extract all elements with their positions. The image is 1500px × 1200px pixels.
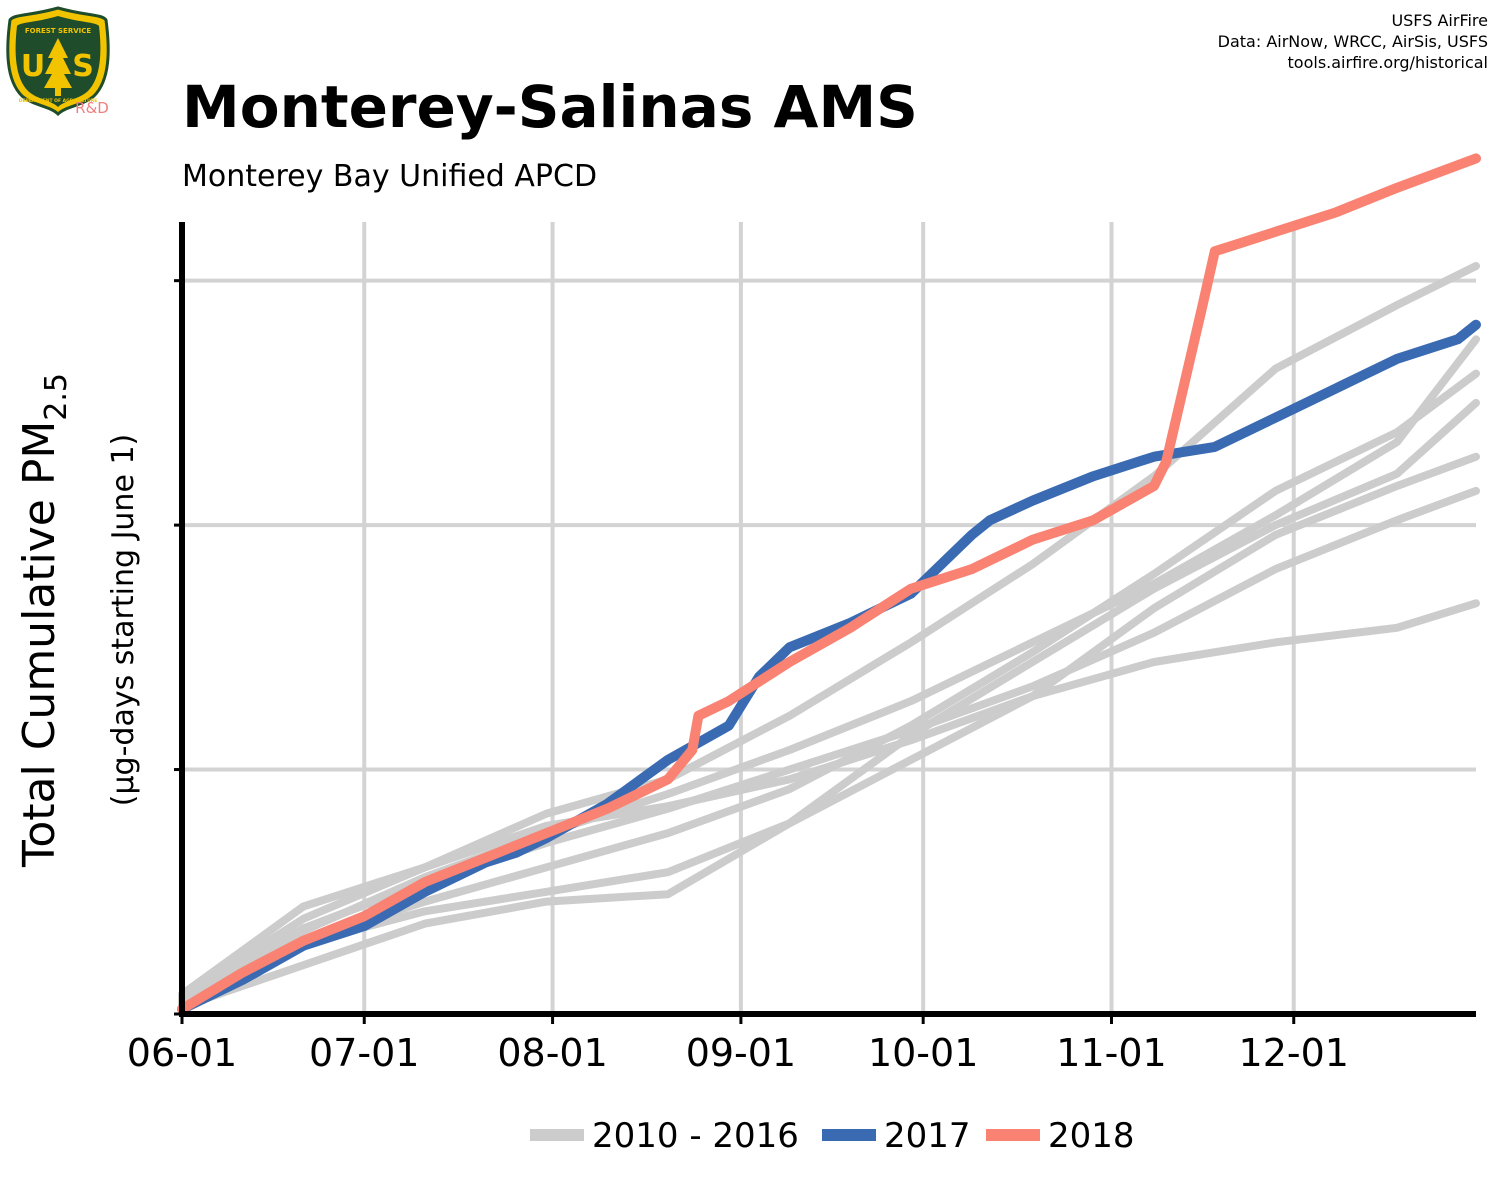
page-subtitle: Monterey Bay Unified APCD — [182, 159, 597, 194]
y-axis-label-subscript: 2.5 — [39, 373, 74, 421]
series-line-background-5 — [178, 262, 1480, 1001]
legend-label: 2018 — [1048, 1116, 1135, 1156]
series-line-2018 — [177, 153, 1481, 1015]
series-lines — [177, 153, 1481, 1015]
x-tick-label: 09-01 — [686, 1031, 796, 1075]
series-line-background-2 — [178, 452, 1480, 1011]
legend-label: 2010 - 2016 — [592, 1116, 799, 1156]
legend: 2010 - 2016 2017 2018 — [530, 1116, 1135, 1156]
logo-letter-u: U — [21, 49, 45, 84]
x-tick-label: 10-01 — [868, 1031, 978, 1075]
series-line-background-1 — [178, 398, 1480, 1009]
series-line-background-6 — [178, 335, 1480, 1004]
y-axis-secondary-label: (µg-days starting June 1) — [106, 434, 141, 806]
x-tick-label: 07-01 — [309, 1031, 419, 1075]
x-tick-label: 08-01 — [497, 1031, 607, 1075]
logo-letter-s: S — [72, 49, 94, 84]
x-tick-label: 06-01 — [127, 1031, 237, 1075]
logo-top-text: FOREST SERVICE — [25, 27, 92, 35]
usfs-logo: FOREST SERVICE U S DEPARTMENT OF AGRICUL… — [6, 6, 110, 117]
page-title: Monterey-Salinas AMS — [182, 73, 918, 141]
credit-line-3: tools.airfire.org/historical — [1288, 53, 1488, 72]
tree-icon — [44, 38, 72, 96]
legend-label: 2017 — [884, 1116, 971, 1156]
logo-bottom-text: DEPARTMENT OF AGRICULTURE — [19, 98, 98, 104]
credit-line-1: USFS AirFire — [1391, 11, 1488, 30]
y-axis-label: Total Cumulative PM2.5 — [14, 373, 74, 868]
axes — [174, 222, 1476, 1024]
x-tick-label: 12-01 — [1239, 1031, 1349, 1075]
series-line-2017 — [177, 319, 1481, 1015]
credit-line-2: Data: AirNow, WRCC, AirSis, USFS — [1218, 32, 1488, 51]
rd-label: R&D — [75, 99, 109, 117]
x-tick-labels: 06-01 07-01 08-01 09-01 10-01 11-01 12-01 — [127, 1031, 1349, 1075]
y-axis-label-main: Total Cumulative PM — [14, 421, 65, 868]
x-tick-label: 11-01 — [1056, 1031, 1166, 1075]
